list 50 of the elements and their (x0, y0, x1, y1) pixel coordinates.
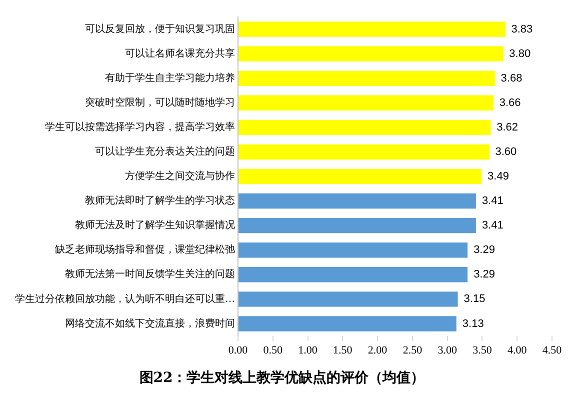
bar (238, 95, 494, 110)
bar (238, 120, 491, 136)
data-label: 3.62 (496, 121, 518, 134)
y-tick-label: 突破时空限制，可以随时随地学习 (85, 96, 235, 108)
bar (238, 316, 456, 332)
y-tick-label: 学生过分依赖回放功能，认为听不明白还可以重… (15, 292, 235, 305)
y-tick-label: 教师无法第一时间反馈学生关注的问题 (65, 268, 235, 280)
y-tick-label: 学生可以按需选择学习内容，提高学习效率 (45, 121, 235, 134)
x-tick-label: 0.50 (263, 344, 284, 356)
data-label: 3.68 (500, 72, 522, 84)
data-label: 3.13 (462, 318, 484, 330)
bar (238, 292, 458, 307)
bar (238, 242, 468, 258)
data-label: 3.41 (482, 220, 504, 232)
x-tick-label: 4.50 (542, 344, 562, 356)
y-tick-label: 缺乏老师现场指导和督促，课堂纪律松弛 (55, 244, 235, 256)
data-label: 3.49 (488, 170, 509, 183)
x-tick-label: 2.00 (368, 344, 388, 356)
y-tick-label: 教师无法及时了解学生知识掌握情况 (75, 219, 235, 232)
bar (238, 144, 490, 160)
data-label: 3.66 (499, 96, 521, 109)
x-tick-label: 1.00 (298, 344, 318, 356)
bar (238, 22, 506, 37)
y-tick-label: 教师无法即时了解学生的学习状态 (85, 194, 235, 207)
data-label: 3.29 (474, 268, 495, 281)
x-tick-label: 1.50 (333, 344, 353, 356)
bar (238, 70, 495, 86)
data-label: 3.83 (511, 23, 533, 36)
y-tick-label: 可以让名师名课充分共享 (125, 47, 235, 60)
data-label: 3.60 (495, 146, 517, 158)
x-tick-label: 4.00 (507, 344, 528, 356)
y-tick-label: 可以让学生充分表达关注的问题 (95, 146, 235, 158)
data-label: 3.80 (509, 48, 531, 60)
text: 图22：学生对线上教学优缺点的评价（均值） (139, 370, 425, 386)
x-tick-label: 2.50 (402, 344, 423, 356)
bar (238, 267, 468, 282)
data-label: 3.29 (474, 244, 495, 256)
x-tick-label: 0.00 (228, 344, 248, 356)
bar (238, 193, 476, 209)
bar (238, 168, 482, 184)
bar (238, 46, 504, 62)
y-tick-label: 可以反复回放，便于知识复习巩固 (85, 22, 235, 35)
x-tick-label: 3.50 (472, 344, 492, 356)
y-tick-label: 方便学生之间交流与协作 (125, 170, 235, 182)
x-tick-label: 3.00 (438, 344, 458, 356)
y-tick-label: 有助于学生自主学习能力培养 (105, 72, 235, 84)
data-label: 3.41 (482, 195, 504, 208)
y-tick-label: 网络交流不如线下交流直接，浪费时间 (65, 317, 235, 330)
data-label: 3.15 (464, 293, 486, 306)
bar (238, 218, 476, 234)
